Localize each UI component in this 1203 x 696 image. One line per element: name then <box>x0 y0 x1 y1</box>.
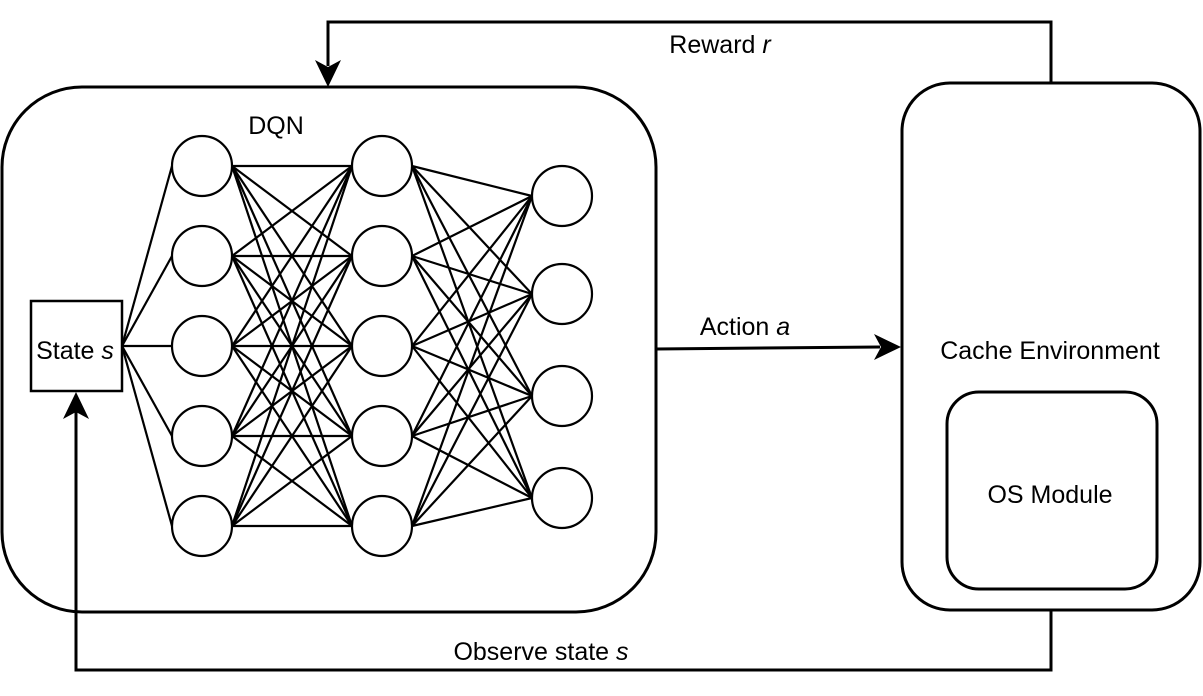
network-edge <box>231 165 353 347</box>
neuron-node <box>350 224 414 288</box>
neuron-node <box>530 364 594 428</box>
dqn-container <box>0 85 658 614</box>
neuron-node <box>170 224 234 288</box>
network-edge <box>411 255 533 499</box>
network-edge <box>411 195 533 437</box>
network-edge <box>411 293 533 527</box>
reward-var: r <box>762 31 772 59</box>
state-box-prefix: State <box>36 337 101 365</box>
state-box-label: State s <box>36 337 114 365</box>
dqn-label: DQN <box>248 112 304 140</box>
network-edge <box>411 165 533 295</box>
action-var: a <box>776 313 790 341</box>
observe-arrow <box>74 412 1053 672</box>
reward-arrow <box>326 20 1053 83</box>
neuron-node <box>170 494 234 558</box>
network-edge <box>411 293 533 437</box>
network-edge <box>231 165 353 257</box>
network-edge <box>411 395 533 527</box>
observe-var: s <box>616 638 629 666</box>
network-edge <box>411 344 533 398</box>
network-edges <box>120 164 534 528</box>
reward-label: Reward r <box>669 31 772 59</box>
network-edge <box>231 435 353 527</box>
input-edge <box>121 345 173 437</box>
neuron-node <box>350 404 414 468</box>
network-edge <box>411 345 533 499</box>
cache-environment-label: Cache Environment <box>940 337 1160 365</box>
network-edge <box>230 165 354 437</box>
input-edge <box>120 165 174 347</box>
action-prefix: Action <box>700 313 776 341</box>
neuron-node <box>170 404 234 468</box>
network-edge <box>410 165 534 499</box>
action-label: Action a <box>700 313 790 341</box>
network-edge <box>411 435 533 499</box>
neuron-node <box>350 494 414 558</box>
network-edge <box>411 255 533 397</box>
network-edge <box>411 164 533 198</box>
observe-arrowhead <box>63 392 89 419</box>
network-edge <box>411 165 533 397</box>
observe-prefix: Observe state <box>453 638 616 666</box>
network-nodes <box>170 134 594 558</box>
network-edge <box>411 394 533 438</box>
state-box-var: s <box>101 337 114 365</box>
input-edge <box>120 345 174 527</box>
reward-arrowhead <box>315 60 341 87</box>
network-edge <box>411 292 533 348</box>
os-module-box <box>945 390 1159 591</box>
neuron-node <box>170 134 234 198</box>
network-edge <box>410 195 534 527</box>
network-edge <box>411 254 533 296</box>
action-arrowhead <box>874 334 901 360</box>
state-box <box>29 299 124 393</box>
network-edge <box>230 165 354 527</box>
network-edge <box>411 195 533 347</box>
neuron-node <box>350 134 414 198</box>
neuron-node <box>530 164 594 228</box>
network-edge <box>231 345 353 527</box>
reward-prefix: Reward <box>669 31 762 59</box>
action-arrow <box>655 345 881 351</box>
network-edge <box>230 255 354 527</box>
os-module-label: OS Module <box>987 481 1112 509</box>
network-edge <box>411 195 533 257</box>
neuron-node <box>350 314 414 378</box>
observe-label: Observe state s <box>453 638 628 666</box>
input-edge <box>121 255 173 347</box>
neuron-node <box>170 314 234 378</box>
network-edge <box>411 496 533 528</box>
neuron-node <box>530 262 594 326</box>
neuron-node <box>530 466 594 530</box>
